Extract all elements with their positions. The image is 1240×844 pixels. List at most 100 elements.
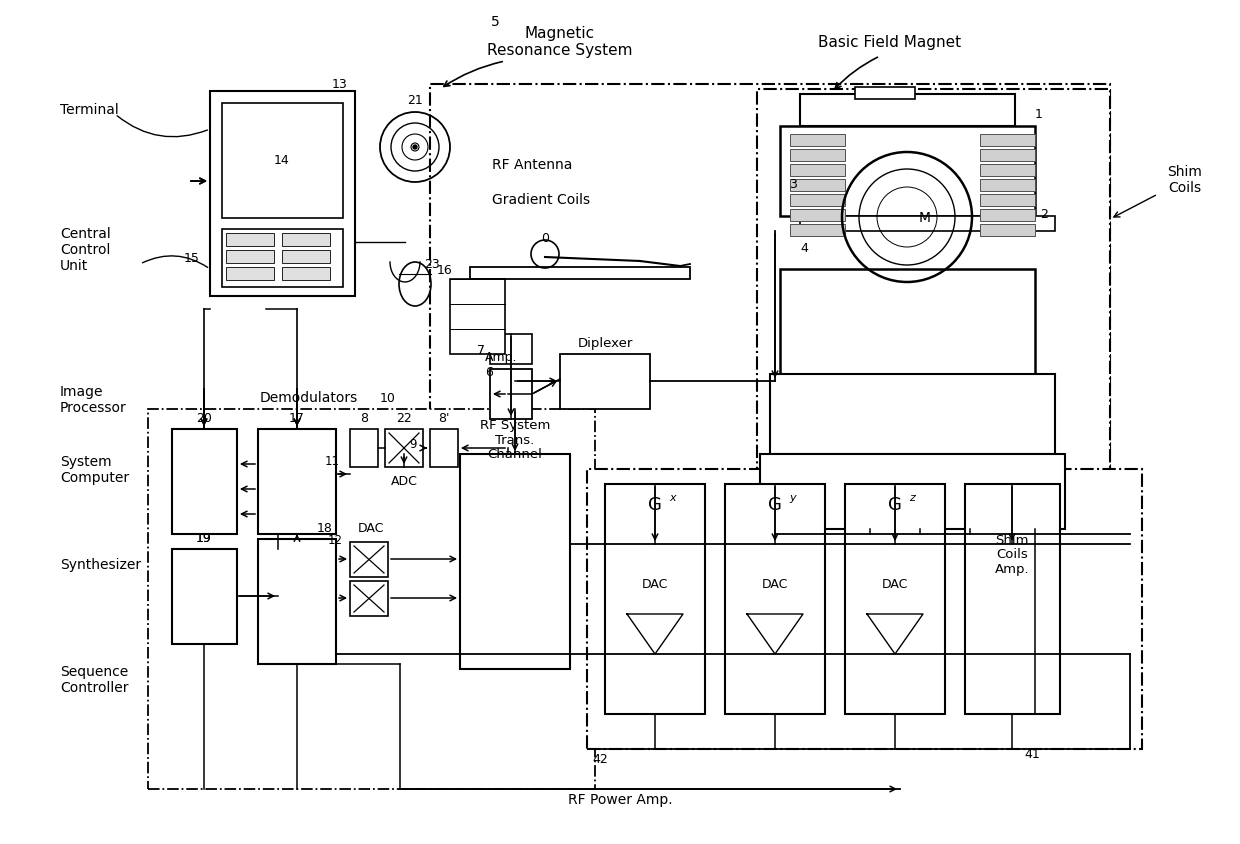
Bar xyxy=(844,484,945,714)
Text: M: M xyxy=(919,211,931,225)
Text: G: G xyxy=(768,495,782,513)
Text: DAC: DAC xyxy=(761,578,789,591)
Bar xyxy=(226,251,274,263)
Bar xyxy=(450,279,505,354)
Bar xyxy=(790,135,844,147)
Bar xyxy=(281,268,330,281)
Bar xyxy=(780,270,1035,375)
Text: ADC: ADC xyxy=(391,475,418,488)
Text: Amp.: Amp. xyxy=(485,351,517,364)
Bar xyxy=(281,251,330,263)
Bar xyxy=(980,135,1035,147)
Text: RF Antenna: RF Antenna xyxy=(492,158,573,172)
Text: x: x xyxy=(670,492,676,502)
Bar xyxy=(226,268,274,281)
Bar xyxy=(856,88,915,100)
Text: DAC: DAC xyxy=(882,578,908,591)
Bar xyxy=(172,430,237,534)
Bar xyxy=(350,543,388,577)
Text: 41: 41 xyxy=(1024,748,1040,760)
Bar xyxy=(587,469,1142,749)
Text: 17: 17 xyxy=(289,411,305,424)
Bar xyxy=(790,225,844,236)
Text: 6: 6 xyxy=(485,365,492,378)
Text: Image
Processor: Image Processor xyxy=(60,385,126,414)
Bar xyxy=(790,210,844,222)
Text: DAC: DAC xyxy=(358,521,384,534)
Bar xyxy=(780,127,1035,217)
Text: 21: 21 xyxy=(407,95,423,107)
Text: 8: 8 xyxy=(360,411,368,424)
Text: Magnetic
Resonance System: Magnetic Resonance System xyxy=(487,26,632,58)
Bar xyxy=(770,375,1055,454)
Text: 16: 16 xyxy=(438,263,453,276)
Bar xyxy=(490,334,532,365)
Text: Terminal: Terminal xyxy=(60,103,119,116)
Text: G: G xyxy=(649,495,662,513)
Text: 2: 2 xyxy=(1040,208,1048,221)
Bar xyxy=(148,409,595,789)
Text: 19: 19 xyxy=(196,531,212,544)
Text: 10: 10 xyxy=(381,391,396,404)
Text: Demodulators: Demodulators xyxy=(259,391,358,404)
Bar xyxy=(226,234,274,246)
Text: 5: 5 xyxy=(491,15,500,29)
Text: Synthesizer: Synthesizer xyxy=(60,557,141,571)
Text: z: z xyxy=(909,492,915,502)
Bar xyxy=(790,165,844,176)
Bar xyxy=(222,104,343,219)
Text: DAC: DAC xyxy=(642,578,668,591)
Bar xyxy=(980,195,1035,207)
Bar xyxy=(790,180,844,192)
Bar xyxy=(281,234,330,246)
Text: G: G xyxy=(888,495,901,513)
Bar xyxy=(605,484,706,714)
Bar xyxy=(790,195,844,207)
Text: RF System
Trans.
Channel: RF System Trans. Channel xyxy=(480,418,551,461)
Bar xyxy=(980,225,1035,236)
Text: Sequence
Controller: Sequence Controller xyxy=(60,664,129,695)
Bar xyxy=(980,180,1035,192)
Text: 4: 4 xyxy=(800,241,808,254)
Bar xyxy=(460,454,570,669)
Text: Basic Field Magnet: Basic Field Magnet xyxy=(818,35,961,50)
Bar xyxy=(258,539,336,664)
Text: 42: 42 xyxy=(593,753,608,766)
Text: 14: 14 xyxy=(274,154,290,166)
Text: System
Computer: System Computer xyxy=(60,454,129,484)
Text: Diplexer: Diplexer xyxy=(578,336,632,349)
Text: 22: 22 xyxy=(396,411,412,424)
Bar xyxy=(790,150,844,162)
Bar xyxy=(560,354,650,409)
Text: Shim
Coils
Amp.: Shim Coils Amp. xyxy=(994,533,1029,576)
Text: Shim
Coils: Shim Coils xyxy=(1168,165,1203,195)
Bar xyxy=(210,92,355,296)
Bar xyxy=(430,430,458,468)
Bar xyxy=(470,268,689,279)
Text: 3: 3 xyxy=(789,178,797,192)
Text: 7: 7 xyxy=(477,344,485,356)
Bar xyxy=(350,582,388,616)
Bar xyxy=(980,210,1035,222)
Text: RF Power Amp.: RF Power Amp. xyxy=(568,792,672,806)
Bar xyxy=(430,85,1110,659)
Text: 19: 19 xyxy=(196,531,212,544)
Bar xyxy=(350,430,378,468)
Bar xyxy=(965,484,1060,714)
Text: 13: 13 xyxy=(332,78,348,90)
Text: 20: 20 xyxy=(196,411,212,424)
Text: Central
Control
Unit: Central Control Unit xyxy=(60,226,110,273)
Text: 1: 1 xyxy=(1035,108,1043,122)
Bar xyxy=(980,165,1035,176)
Bar xyxy=(756,90,1110,529)
Bar xyxy=(800,95,1016,127)
Text: 18: 18 xyxy=(317,521,334,534)
Text: 12: 12 xyxy=(329,533,343,546)
Text: 23: 23 xyxy=(424,258,440,271)
Bar xyxy=(760,454,1065,529)
Text: Gradient Coils: Gradient Coils xyxy=(492,192,590,207)
Text: y: y xyxy=(789,492,796,502)
Text: 15: 15 xyxy=(184,252,200,265)
Bar xyxy=(258,430,336,534)
Bar xyxy=(980,150,1035,162)
